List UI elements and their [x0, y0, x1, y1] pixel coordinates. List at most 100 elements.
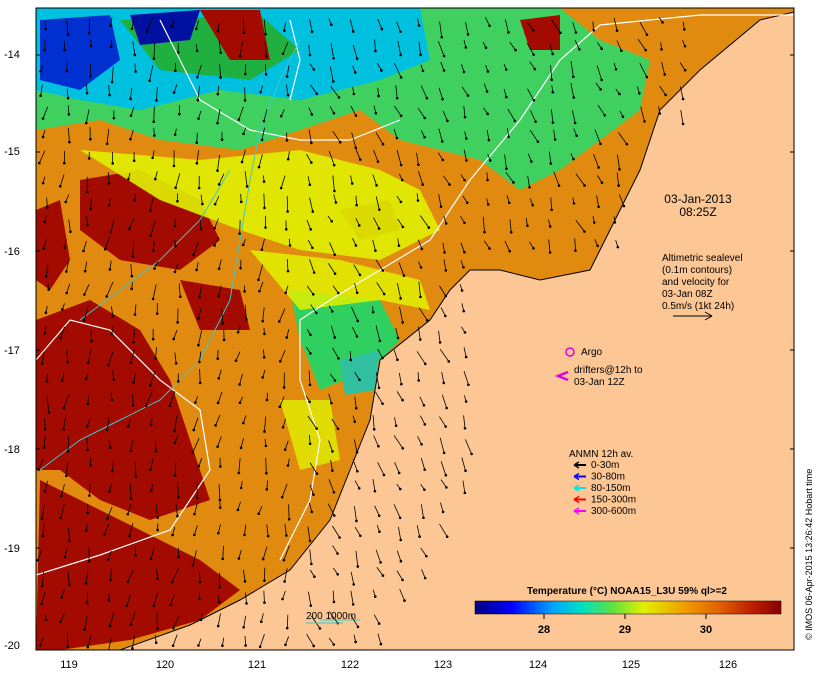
current-vector-head — [131, 275, 134, 278]
current-vector-head — [135, 475, 138, 478]
current-vector-head — [417, 199, 420, 202]
current-vector-head — [351, 182, 354, 185]
current-vector-head — [423, 468, 426, 471]
current-vector-head — [507, 31, 510, 34]
current-vector-head — [62, 428, 65, 431]
current-vector-head — [198, 361, 201, 364]
current-vector-head — [338, 536, 341, 539]
current-vector-head — [465, 137, 468, 140]
current-vector-head — [176, 200, 179, 203]
current-vector-head — [152, 249, 155, 252]
current-vector-head — [60, 596, 63, 599]
current-vector-head — [375, 112, 378, 115]
current-vector-head — [239, 55, 242, 58]
current-vector-head — [286, 139, 289, 142]
current-vector-head — [282, 426, 285, 429]
current-vector-head — [216, 445, 219, 448]
current-vector-head — [644, 49, 647, 52]
current-vector-head — [85, 529, 88, 532]
current-vector-head — [243, 31, 246, 34]
current-vector-head — [383, 474, 386, 477]
current-vector-head — [238, 557, 241, 560]
current-vector-head — [263, 601, 266, 604]
current-vector-head — [357, 626, 360, 629]
current-vector-head — [286, 627, 289, 630]
current-vector-head — [592, 29, 595, 32]
current-vector-head — [104, 248, 107, 251]
anmn-title: ANMN 12h av. — [569, 449, 633, 460]
current-vector-head — [60, 495, 63, 498]
current-vector-head — [238, 472, 241, 475]
current-vector-head — [444, 295, 447, 298]
current-vector-head — [354, 146, 357, 149]
current-vector-head — [401, 399, 404, 402]
current-vector-head — [442, 511, 445, 514]
current-vector-head — [45, 619, 48, 622]
lon-tick-122: 122 — [341, 659, 359, 671]
current-vector-head — [153, 267, 156, 270]
current-vector-head — [88, 494, 91, 497]
current-vector-head — [198, 296, 201, 299]
current-vector-head — [67, 646, 70, 649]
current-vector-head — [465, 400, 468, 403]
current-vector-head — [618, 168, 621, 171]
current-vector-head — [217, 625, 220, 628]
current-vector-head — [443, 55, 446, 58]
current-vector-head — [309, 540, 312, 543]
current-vector-head — [620, 49, 623, 52]
current-vector-head — [85, 378, 88, 381]
current-vector-head — [111, 81, 114, 84]
current-vector-head — [47, 288, 50, 291]
current-vector-head — [153, 57, 156, 60]
current-vector-head — [333, 112, 336, 115]
current-vector-head — [155, 450, 158, 453]
current-vector-head — [284, 448, 287, 451]
current-vector-head — [330, 402, 333, 405]
current-vector-head — [280, 187, 283, 190]
current-vector-head — [600, 47, 603, 50]
current-vector-head — [440, 36, 443, 39]
current-vector-head — [197, 644, 200, 647]
current-vector-head — [153, 604, 156, 607]
current-vector — [157, 613, 158, 628]
current-vector-head — [550, 162, 553, 165]
current-vector-head — [399, 54, 402, 57]
current-vector-head — [219, 506, 222, 509]
current-vector-head — [67, 97, 70, 100]
current-vector-head — [583, 230, 586, 233]
current-vector-head — [257, 278, 260, 281]
current-vector-head — [129, 138, 132, 141]
current-vector-head — [261, 248, 264, 251]
current-vector-head — [398, 244, 401, 247]
current-vector-head — [197, 317, 200, 320]
svg-text:Altimetric sealevel: Altimetric sealevel — [662, 253, 743, 264]
current-vector-head — [174, 442, 177, 445]
current-vector-head — [41, 585, 44, 588]
current-vector-head — [445, 486, 448, 489]
current-vector-head — [446, 535, 449, 538]
current-vector-head — [311, 113, 314, 116]
current-vector-head — [154, 357, 157, 360]
current-vector-head — [422, 516, 425, 519]
svg-text:0.5m/s (1kt 24h): 0.5m/s (1kt 24h) — [662, 301, 734, 312]
current-vector-head — [418, 24, 421, 27]
current-vector-head — [43, 49, 46, 52]
current-vector-head — [311, 246, 314, 249]
current-vector-head — [359, 274, 362, 277]
current-vector — [289, 504, 290, 519]
current-vector-head — [615, 68, 618, 71]
current-vector-head — [333, 253, 336, 256]
current-vector-head — [194, 401, 197, 404]
current-vector-head — [531, 204, 534, 207]
current-vector-head — [148, 79, 151, 82]
current-vector-head — [174, 186, 177, 189]
current-vector-head — [319, 627, 322, 630]
current-vector-head — [443, 452, 446, 455]
current-vector-head — [332, 643, 335, 646]
current-vector-head — [133, 159, 136, 162]
current-vector-head — [445, 407, 448, 410]
current-vector-head — [599, 88, 602, 91]
current-vector-head — [337, 292, 340, 295]
current-vector-head — [173, 165, 176, 168]
lat-tick-18: -18 — [4, 444, 20, 456]
